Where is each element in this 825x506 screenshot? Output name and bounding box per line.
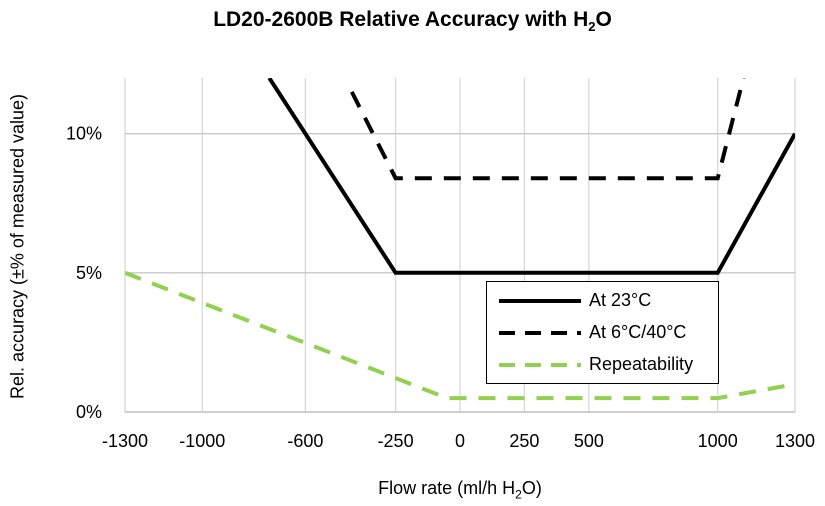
x-tick-label: 0 [455, 431, 465, 451]
series-line-0 [267, 78, 795, 275]
x-tick-label: -250 [378, 431, 414, 451]
x-axis-label: Flow rate (ml/h H2O) [0, 478, 825, 502]
legend-item-repeatability: Repeatability [495, 352, 715, 378]
y-tick-label: 10% [66, 124, 102, 144]
x-axis-label-sub: 2 [515, 487, 522, 502]
legend: At 23°C At 6°C/40°C Repeatability [486, 281, 719, 384]
legend-label: Repeatability [589, 354, 694, 374]
series-line-2 [125, 270, 795, 401]
x-tick-label: -1300 [102, 431, 148, 451]
tick-layer: -1300 -1000 -600 -250 0 250 500 1000 1300 0% 5% 10% [66, 124, 815, 451]
x-tick-label: 1300 [775, 431, 815, 451]
legend-swatch-green-dashed [499, 363, 581, 367]
y-tick-label: 0% [76, 402, 102, 422]
legend-swatch-dashed [499, 331, 581, 335]
legend-swatch-solid [499, 299, 581, 303]
x-tick-label: -1000 [179, 431, 225, 451]
x-tick-label: 250 [509, 431, 539, 451]
legend-item-at-6c-40c: At 6°C/40°C [495, 320, 715, 346]
chart-title: LD20-2600B Relative Accuracy with H2O [0, 8, 825, 34]
y-axis-label: Rel. accuracy (±% of measured value) [7, 94, 28, 399]
legend-item-at-23c: At 23°C [495, 288, 715, 314]
y-tick-label: 5% [76, 263, 102, 283]
x-axis-label-main: Flow rate (ml/h H [378, 478, 516, 498]
series-layer [125, 78, 795, 401]
chart-title-sub: 2 [588, 19, 596, 35]
legend-label: At 23°C [589, 290, 652, 310]
x-tick-label: 1000 [698, 431, 738, 451]
x-tick-label: 500 [574, 431, 604, 451]
chart-title-main: LD20-2600B Relative Accuracy with H [213, 8, 589, 31]
legend-label: At 6°C/40°C [589, 322, 687, 342]
x-tick-label: -600 [287, 431, 323, 451]
chart-title-end: O [595, 8, 612, 31]
series-line-1 [350, 78, 746, 181]
x-axis-label-end: O) [521, 478, 542, 498]
